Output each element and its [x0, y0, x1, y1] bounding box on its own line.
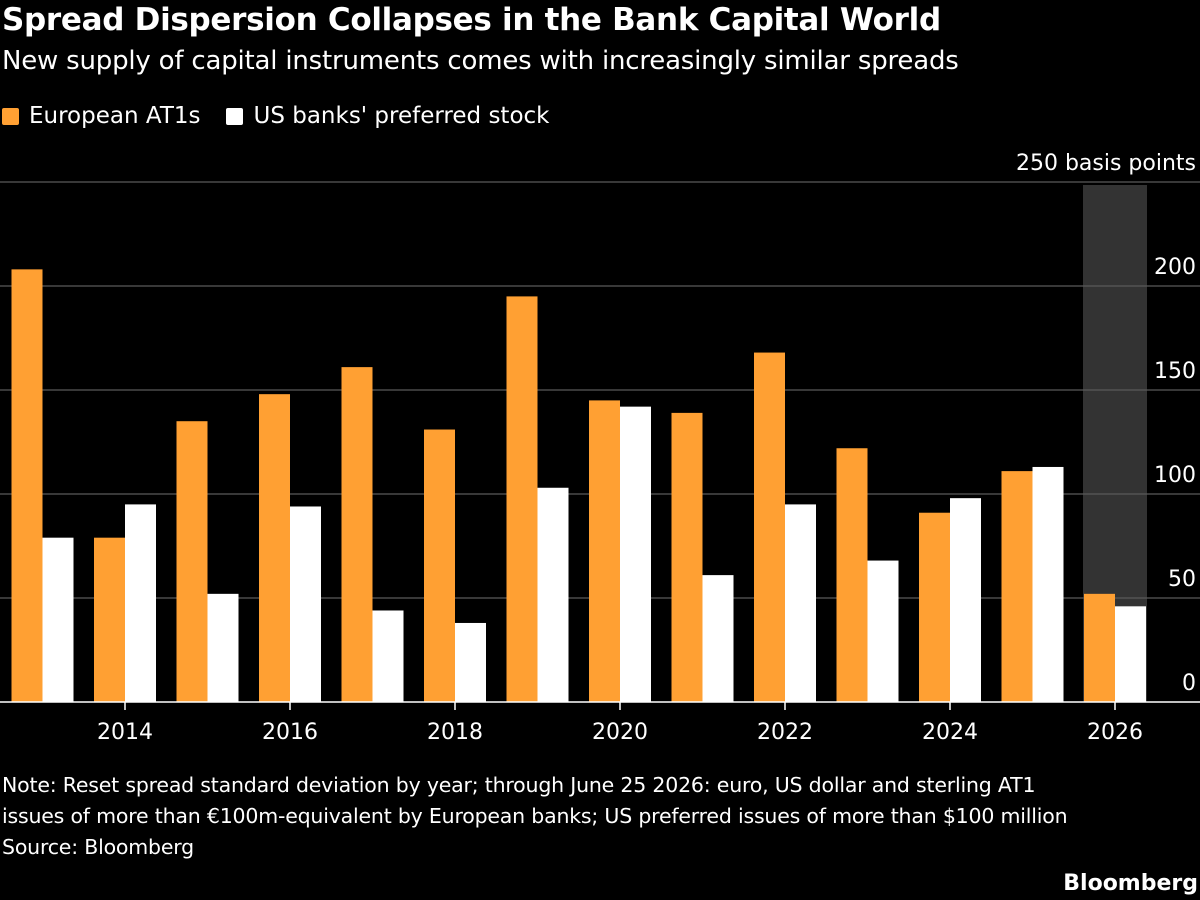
- bar-us-preferred-2026: [1115, 606, 1146, 702]
- bar-us-preferred-2023: [867, 560, 899, 702]
- bar-us-preferred-2016: [290, 506, 321, 702]
- bar-us-preferred-2018: [455, 622, 486, 702]
- legend-swatch-us-preferred: [226, 107, 244, 125]
- note-line-2: issues of more than €100m-equivalent by …: [2, 804, 1068, 828]
- bar-european-at1s-2026: [1084, 593, 1115, 702]
- chart-subtitle: New supply of capital instruments comes …: [2, 46, 959, 76]
- bar-european-at1s-2024: [919, 512, 950, 702]
- bar-us-preferred-2013: [42, 537, 74, 702]
- bloomberg-logo: Bloomberg: [1063, 871, 1198, 896]
- bar-us-preferred-2021: [702, 575, 734, 702]
- x-tick-label-2014: 2014: [97, 720, 153, 745]
- legend-label-european-at1s: European AT1s: [29, 103, 201, 129]
- bar-european-at1s-2021: [671, 412, 703, 702]
- source-line: Source: Bloomberg: [2, 835, 194, 859]
- bar-european-at1s-2023: [836, 448, 868, 702]
- x-tick-label-2022: 2022: [757, 720, 813, 745]
- y-tick-label-0: 0: [1182, 671, 1196, 696]
- bar-us-preferred-2025: [1032, 466, 1064, 702]
- bar-european-at1s-2022: [754, 352, 785, 702]
- y-tick-label-100: 100: [1154, 463, 1196, 488]
- bar-european-at1s-2019: [506, 296, 538, 702]
- note-line-1: Note: Reset spread standard deviation by…: [2, 773, 1036, 797]
- y-tick-label-50: 50: [1168, 567, 1196, 592]
- bar-us-preferred-2020: [620, 406, 651, 702]
- x-tick-label-2018: 2018: [427, 720, 483, 745]
- legend-swatch-european-at1s: [2, 107, 19, 125]
- x-tick-label-2016: 2016: [262, 720, 318, 745]
- bar-us-preferred-2022: [785, 504, 816, 702]
- bar-us-preferred-2019: [537, 487, 569, 702]
- bar-european-at1s-2025: [1001, 471, 1033, 702]
- bar-european-at1s-2016: [259, 394, 290, 702]
- bar-european-at1s-2020: [589, 400, 620, 702]
- x-tick-label-2026: 2026: [1087, 720, 1143, 745]
- bar-european-at1s-2018: [424, 429, 455, 702]
- y-tick-label-200: 200: [1154, 255, 1196, 280]
- y-axis-unit-label: 250 basis points: [1016, 151, 1196, 176]
- bar-chart: 0 50 100 150 200 250 basis points 2014 2016 2018…: [0, 151, 1200, 745]
- chart-title: Spread Dispersion Collapses in the Bank …: [2, 2, 941, 38]
- bar-european-at1s-2015: [176, 421, 208, 702]
- legend-item-european-at1s: European AT1s: [2, 103, 200, 129]
- bar-european-at1s-2013: [11, 269, 43, 702]
- chart-note: Note: Reset spread standard deviation by…: [2, 770, 1198, 863]
- bar-european-at1s-2014: [94, 537, 125, 702]
- x-tick-label-2024: 2024: [922, 720, 978, 745]
- bar-european-at1s-2017: [341, 367, 373, 702]
- y-tick-label-150: 150: [1154, 359, 1196, 384]
- x-tick-label-2020: 2020: [592, 720, 648, 745]
- bar-us-preferred-2024: [950, 498, 981, 702]
- legend-item-us-preferred: US banks' preferred stock: [226, 103, 550, 129]
- legend-label-us-preferred: US banks' preferred stock: [253, 103, 550, 129]
- bar-us-preferred-2015: [207, 593, 239, 702]
- bar-us-preferred-2017: [372, 610, 404, 702]
- legend: European AT1s US banks' preferred stock: [2, 102, 576, 130]
- bar-us-preferred-2014: [125, 504, 156, 702]
